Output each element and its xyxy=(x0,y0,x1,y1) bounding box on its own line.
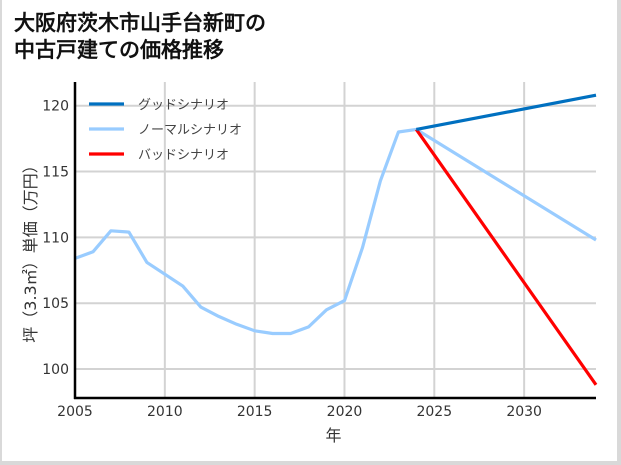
x-tick-label: 2025 xyxy=(416,404,452,420)
x-tick-label: 2015 xyxy=(237,404,273,420)
y-tick-label: 115 xyxy=(42,165,69,181)
y-tick-label: 105 xyxy=(42,296,69,312)
chart-title-line-2: 中古戸建ての価格推移 xyxy=(14,38,224,62)
x-tick-label: 2005 xyxy=(57,404,93,420)
x-tick-label: 2030 xyxy=(506,404,542,420)
legend-label: グッドシナリオ xyxy=(138,98,229,113)
data-series xyxy=(74,93,598,386)
chart-title-line-1: 大阪府茨木市山手台新町の xyxy=(14,11,266,35)
legend-label: バッドシナリオ xyxy=(138,148,229,163)
y-tick-label: 120 xyxy=(42,99,69,115)
tick-labels: 2005 2010 2015 2020 2025 2030 100 105 110 115 120 xyxy=(42,99,542,420)
x-axis-label: 年 xyxy=(325,426,341,445)
series-line-0 xyxy=(416,93,597,131)
series-line-1 xyxy=(74,127,597,336)
y-tick-label: 100 xyxy=(42,362,69,378)
axes xyxy=(73,82,596,400)
series-line-2 xyxy=(414,128,598,386)
x-tick-label: 2020 xyxy=(327,404,363,420)
y-axis-label: 坪（3.3㎡）単価（万円） xyxy=(21,157,40,342)
legend-label: ノーマルシナリオ xyxy=(138,123,242,138)
x-tick-label: 2010 xyxy=(147,404,183,420)
y-tick-label: 110 xyxy=(42,230,69,246)
chart-title: 大阪府茨木市山手台新町の 中古戸建ての価格推移 xyxy=(14,10,266,64)
